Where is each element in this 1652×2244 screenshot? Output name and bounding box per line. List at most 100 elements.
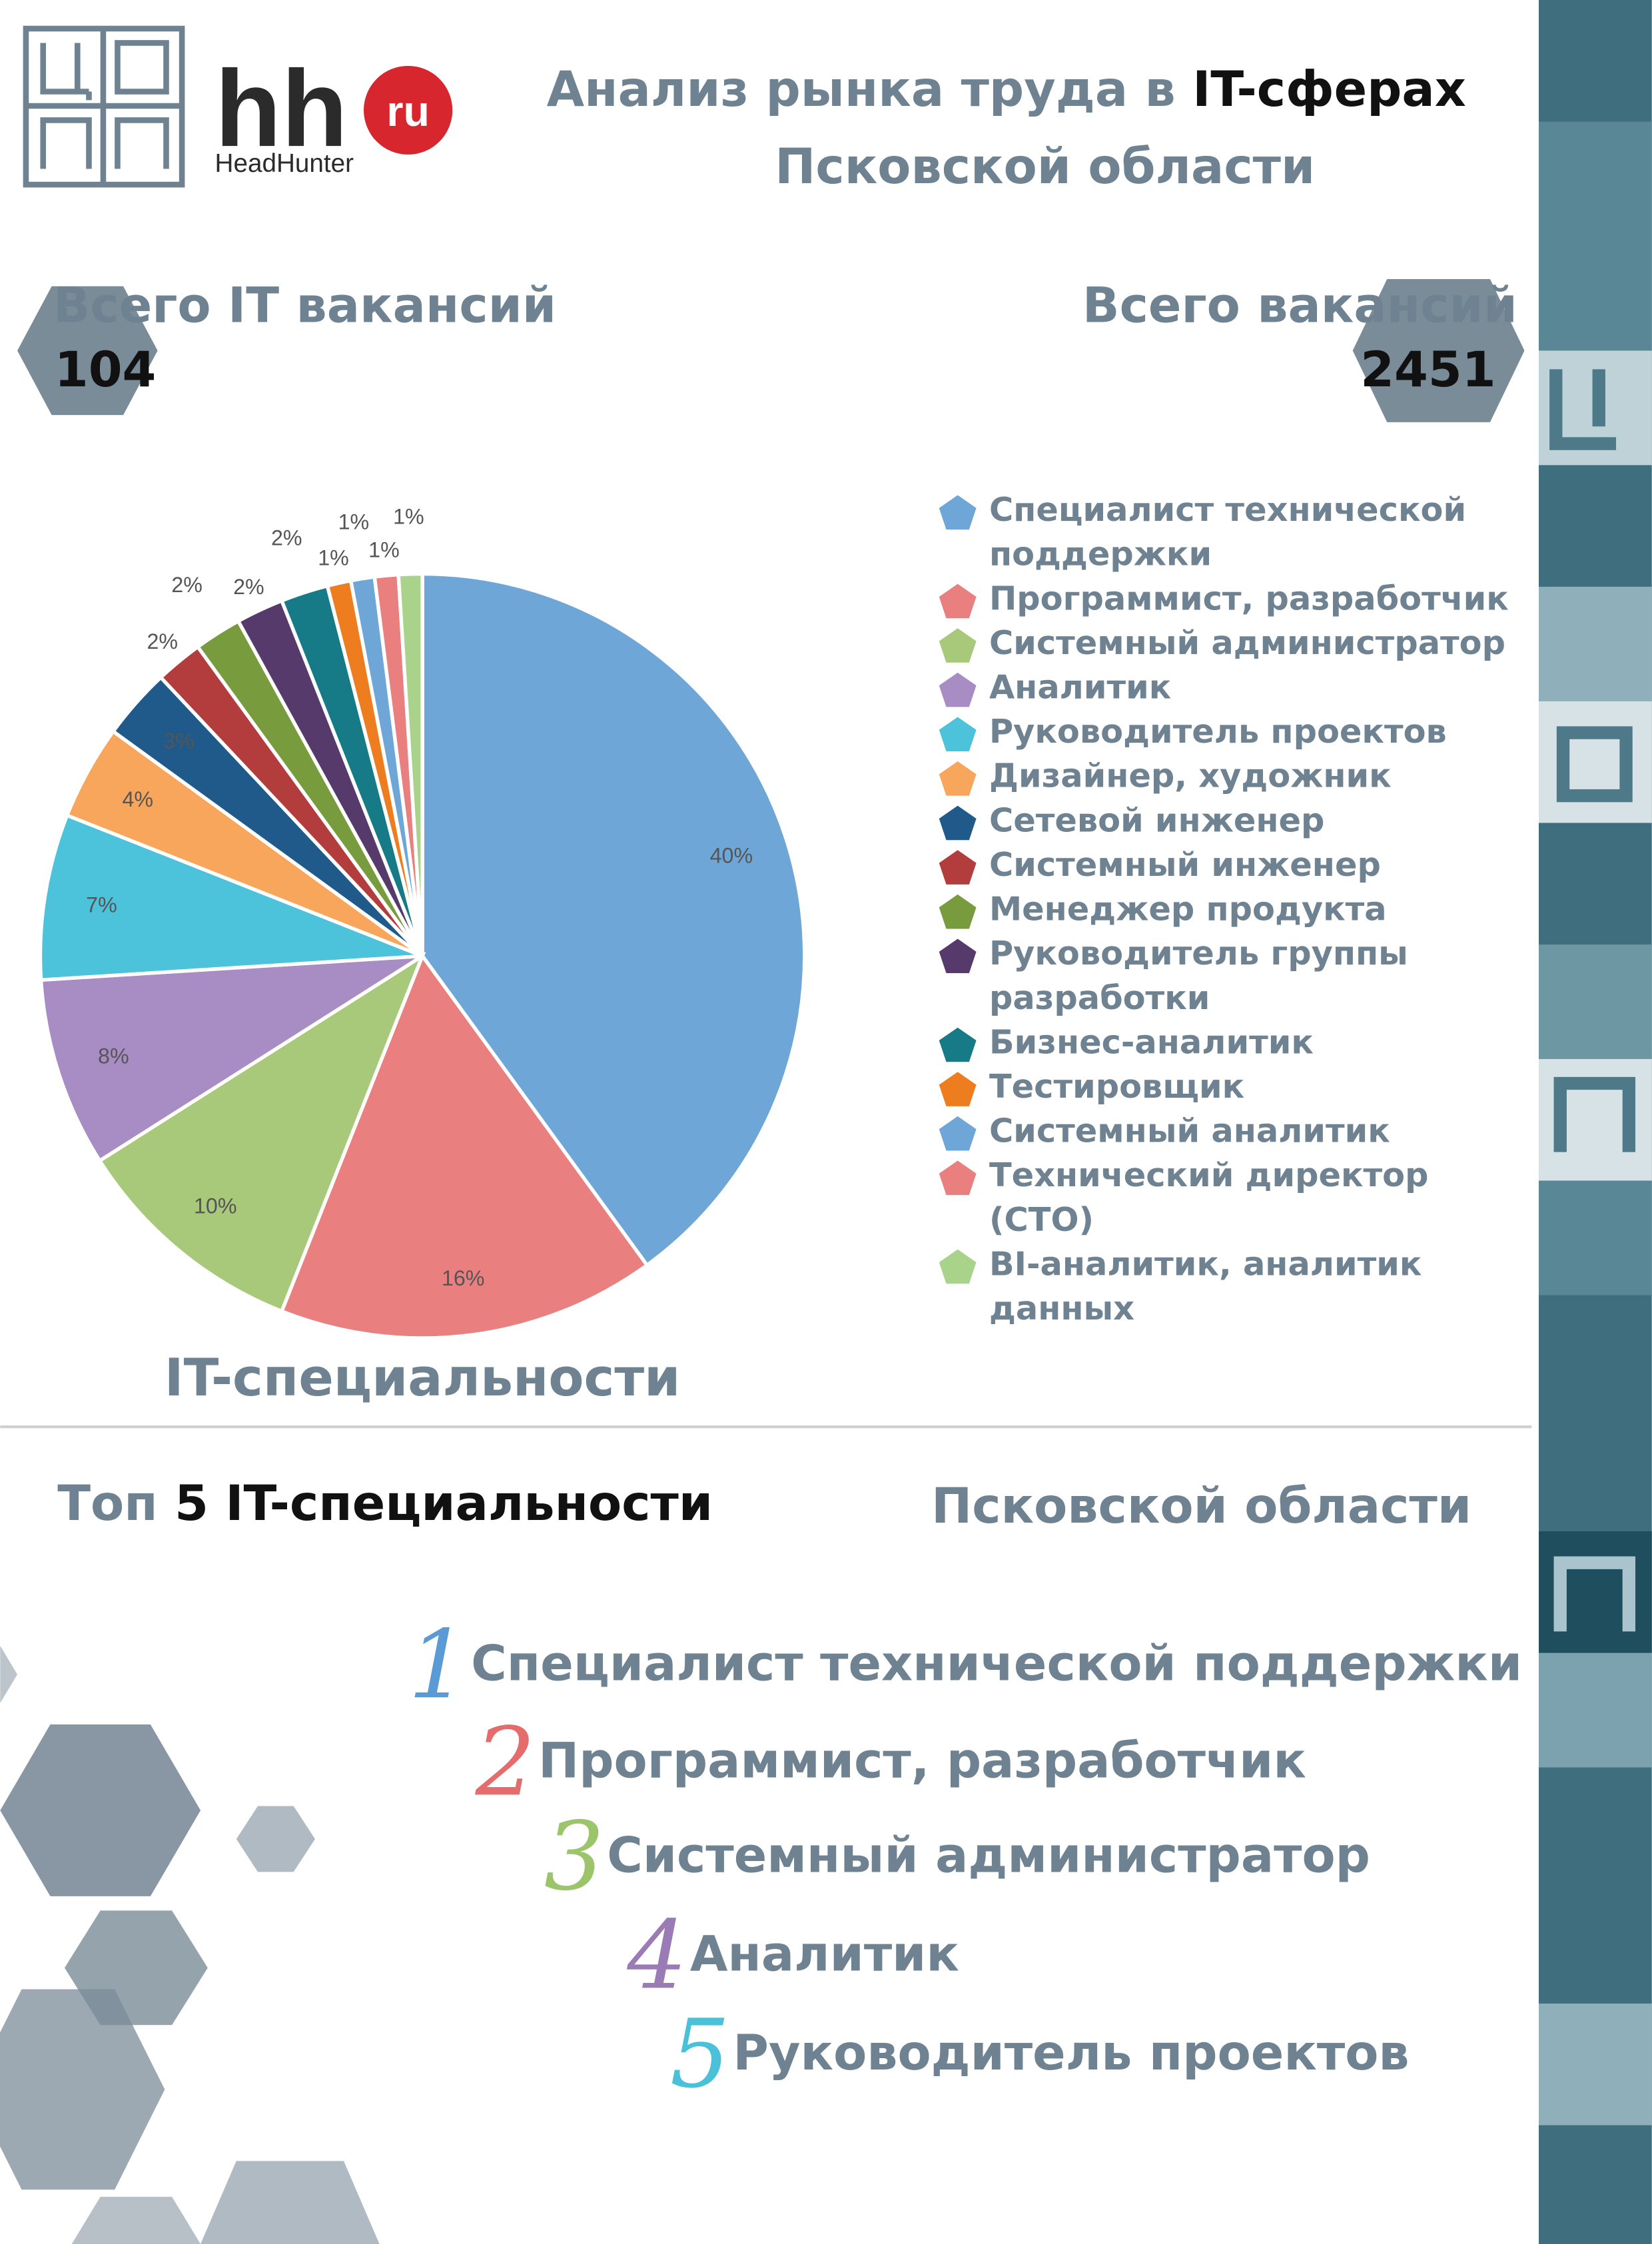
legend-marker [939,495,977,530]
hex-badge [1352,278,1525,422]
legend-label: Тестировщик [989,1069,1245,1106]
it-vacancies-label: Всего IT вакансий [53,277,556,334]
top5-title-part: Топ [57,1475,175,1532]
headhunter: HeadHunter [215,149,354,178]
top5-title: Топ 5 IT-специальности [57,1475,713,1532]
legend-item: Руководитель группы разработки [938,933,1532,1022]
pie-slice [97,951,426,1314]
legend-item: Системный администратор [938,623,1532,667]
top5-list: 1 Специалист технической поддержки 2 Програ… [408,1610,1522,2109]
title-bold: IT-сферах [1192,61,1466,118]
data-label: 2% [233,575,264,599]
legend-label: Руководитель проектов [989,714,1447,752]
legend-item: Аналитик [938,667,1532,711]
top5-region: Псковской области [931,1478,1471,1535]
legend-marker [939,805,977,841]
data-label: 3% [163,729,195,753]
legend-label: Специалист технической поддержки [989,492,1467,574]
legend-label: Программист, разработчик [989,581,1509,619]
legend: Специалист технической поддержки Программ… [938,490,1532,1333]
legend-item: Технический директор (CTO) [938,1155,1532,1244]
top5-name: Программист, разработчик [538,1733,1306,1790]
data-label: 1% [368,538,400,561]
title: Анализ рынка труда в IT-сферах [547,61,1466,118]
data-label: 1% [318,546,349,569]
legend-swatch [939,672,977,707]
legend-label: Аналитик [989,669,1172,707]
it-vacancies-value: 104 [55,342,156,398]
pie-slice [39,954,424,1164]
data-label: 4% [122,787,153,811]
pie-slice [420,571,807,1268]
legend-item: Бизнес-аналитик [938,1022,1532,1066]
ru-text: ru [386,87,429,135]
legend-marker [939,1072,977,1106]
copp-logo [23,25,185,188]
legend-marker [939,761,977,796]
legend-swatch [939,1116,977,1151]
pie-slice [279,952,650,1340]
legend-swatch [939,805,977,841]
title-part: Анализ рынка труда в [547,61,1193,118]
data-label: 8% [98,1044,129,1068]
legend-item: Руководитель проектов [938,711,1532,756]
ru-badge [364,65,453,155]
legend-box: Специалист технической поддержки Программ… [938,490,1532,1333]
legend-swatch [939,1072,977,1106]
legend-item: Менеджер продукта [938,889,1532,933]
legend-label: BI-аналитик, аналитик данных [989,1246,1422,1328]
legend-marker [939,717,977,752]
legend-label: Системный инженер [989,847,1381,885]
data-label: 40% [710,843,753,867]
legend-swatch [939,894,977,929]
rank-number: 3 [544,1802,604,1912]
legend-swatch [939,1027,977,1062]
data-label: 2% [147,629,178,653]
hexagons [0,1645,380,2244]
hex-badge [17,286,158,416]
top5-name: Аналитик [690,1926,959,1983]
pie-slice [38,813,424,982]
top5-title-bold: 5 IT-специальности [175,1475,713,1532]
rank-number: 4 [626,1900,687,2010]
legend-swatch [939,495,977,530]
legend-item: Программист, разработчик [938,578,1532,623]
legend-swatch [939,761,977,796]
legend-marker [939,628,977,663]
data-label: 16% [442,1266,485,1290]
legend-item: Дизайнер, художник [938,755,1532,800]
data-label: 1% [338,510,370,534]
legend-swatch [939,628,977,663]
chart-title: IT-специальности [165,1348,681,1408]
legend-marker [939,583,977,619]
legend-item: Системный инженер [938,845,1532,889]
legend-label: Дизайнер, художник [989,758,1392,796]
legend-swatch [939,938,977,974]
legend-swatch [939,850,977,885]
pie: 40% 16% 10% 8% 7% 4% 3% 2% 2% 2% 2% 1% 1% 1% 1% [38,505,807,1340]
data-label: 7% [86,893,117,917]
legend-marker [939,1249,977,1284]
all-vacancies-value: 2451 [1360,342,1495,398]
legend-label: Сетевой инженер [989,803,1325,841]
legend-item: Сетевой инженер [938,800,1532,845]
data-label: 10% [194,1194,237,1218]
legend-label: Технический директор (CTO) [989,1158,1429,1240]
data-label: 2% [271,526,302,550]
legend-marker [939,850,977,885]
pattern-strip [1539,0,1652,2244]
legend-item: Специалист технической поддержки [938,490,1532,578]
legend-marker [939,1116,977,1151]
legend-marker [939,1027,977,1062]
legend-swatch [939,583,977,619]
legend-marker [939,938,977,974]
legend-swatch [939,1160,977,1196]
legend-item: Тестировщик [938,1066,1532,1111]
legend-swatch [939,717,977,752]
legend-label: Системный администратор [989,625,1506,663]
legend-marker [939,672,977,707]
rank-number: 2 [475,1707,536,1817]
legend-label: Бизнес-аналитик [989,1024,1314,1062]
legend-label: Руководитель группы разработки [989,936,1408,1018]
